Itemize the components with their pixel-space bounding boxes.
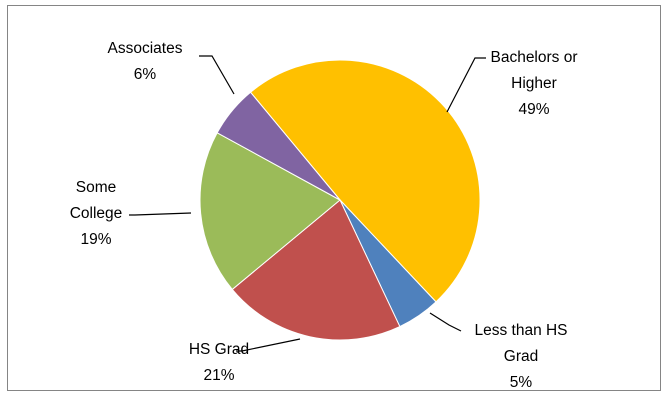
pie-slice-some-college (199, 132, 341, 291)
data-label-category: College (70, 205, 123, 222)
data-label-category: Less than HS (474, 322, 567, 339)
data-label-category: Grad (504, 348, 538, 365)
data-label-percent: 19% (80, 231, 111, 248)
data-label: Some College 19% (70, 179, 123, 248)
data-label-category: Some (76, 179, 117, 196)
data-label: Bachelors or Higher 49% (490, 49, 577, 118)
data-label-percent: 21% (203, 367, 234, 384)
data-label-category: HS Grad (189, 341, 249, 358)
data-label-category: Associates (108, 40, 183, 57)
leader-line (236, 338, 301, 352)
data-label: Less than HS Grad 5% (474, 322, 567, 391)
pie-slice-bachelors-or-higher (249, 59, 481, 303)
pie-slice-hs-grad (231, 199, 401, 341)
data-label: HS Grad 21% (189, 341, 249, 384)
data-label-percent: 6% (134, 66, 157, 83)
leader-line (446, 57, 486, 113)
leader-line (129, 212, 192, 216)
data-label-category: Higher (511, 75, 557, 92)
data-label: Associates 6% (108, 40, 183, 83)
pie-slice-associates (216, 91, 341, 201)
leader-line (429, 312, 462, 332)
data-label-percent: 49% (518, 101, 549, 118)
leader-line (199, 55, 235, 95)
data-label-percent: 5% (510, 374, 533, 391)
data-label-category: Bachelors or (490, 49, 577, 66)
